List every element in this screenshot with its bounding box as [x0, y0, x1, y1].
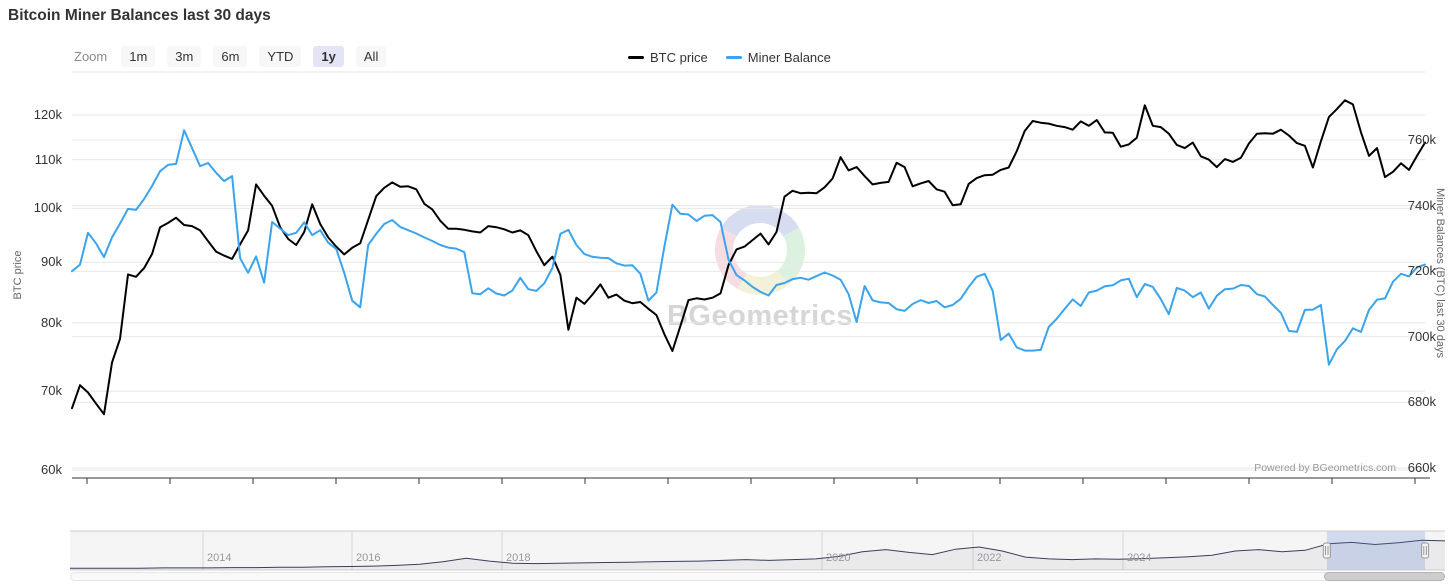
legend-item-miner-balance[interactable]: Miner Balance — [725, 50, 831, 65]
credits-link[interactable]: Powered by BGeometrics.com — [1254, 462, 1396, 474]
right-axis-tick-label: 660k — [1407, 460, 1436, 475]
btc-price-line-marker-icon — [628, 56, 644, 59]
navigator-area — [70, 540, 1445, 570]
range-button-1m[interactable]: 1m — [121, 45, 156, 67]
right-axis-tick-label: 700k — [1407, 329, 1436, 344]
navigator-series-line — [70, 539, 1446, 569]
legend-label-miner-balance: Miner Balance — [747, 50, 831, 65]
navigator-year-label: 2022 — [977, 552, 1002, 564]
chart-title: Bitcoin Miner Balances last 30 days — [8, 7, 271, 24]
range-button-6m[interactable]: 6m — [213, 45, 248, 67]
left-axis-tick-label: 70k — [41, 383, 62, 398]
navigator-year-label: 2024 — [1127, 552, 1152, 564]
range-selector: Zoom 1m 3m 6m YTD 1y All — [74, 45, 387, 67]
range-button-3m[interactable]: 3m — [167, 45, 202, 67]
series-line-btc-price — [71, 99, 1426, 416]
scrollbar-thumb[interactable] — [1324, 572, 1445, 581]
main-chart-svg — [71, 71, 1430, 484]
right-axis-tick-label: 680k — [1407, 394, 1436, 409]
navigator-selected-range[interactable] — [1326, 531, 1426, 570]
navigator-left-handle[interactable] — [1322, 542, 1331, 559]
navigator-mask-right — [1425, 531, 1445, 570]
left-axis-tick-label: 60k — [41, 462, 62, 477]
navigator-year-label: 2018 — [506, 552, 531, 564]
legend-label-btc-price: BTC price — [650, 50, 708, 65]
navigator-mask-left — [70, 531, 1327, 570]
navigator-year-label: 2016 — [356, 552, 381, 564]
series-line-miner-balance — [71, 129, 1426, 366]
legend-item-btc-price[interactable]: BTC price — [628, 50, 708, 65]
right-axis-tick-label: 720k — [1407, 263, 1436, 278]
left-axis-tick-label: 100k — [33, 200, 62, 215]
navigator-year-label: 2014 — [207, 552, 232, 564]
range-button-ytd[interactable]: YTD — [259, 45, 302, 67]
scrollbar-track[interactable] — [70, 572, 1445, 581]
right-axis-tick-label: 740k — [1407, 198, 1436, 213]
miner-balance-line-marker-icon — [725, 56, 742, 59]
right-axis-tick-label: 760k — [1407, 132, 1436, 147]
left-axis-tick-label: 120k — [33, 107, 62, 122]
left-axis-tick-label: 80k — [41, 315, 62, 330]
navigator-right-handle[interactable] — [1421, 542, 1430, 559]
range-button-all[interactable]: All — [355, 45, 387, 67]
left-axis-tick-label: 110k — [34, 152, 62, 167]
zoom-label: Zoom — [74, 48, 108, 64]
left-axis-tick-label: 90k — [41, 254, 62, 269]
navigator-year-label: 2020 — [826, 552, 851, 564]
legend: BTC price Miner Balance — [628, 50, 831, 65]
range-button-1y[interactable]: 1y — [313, 45, 344, 67]
